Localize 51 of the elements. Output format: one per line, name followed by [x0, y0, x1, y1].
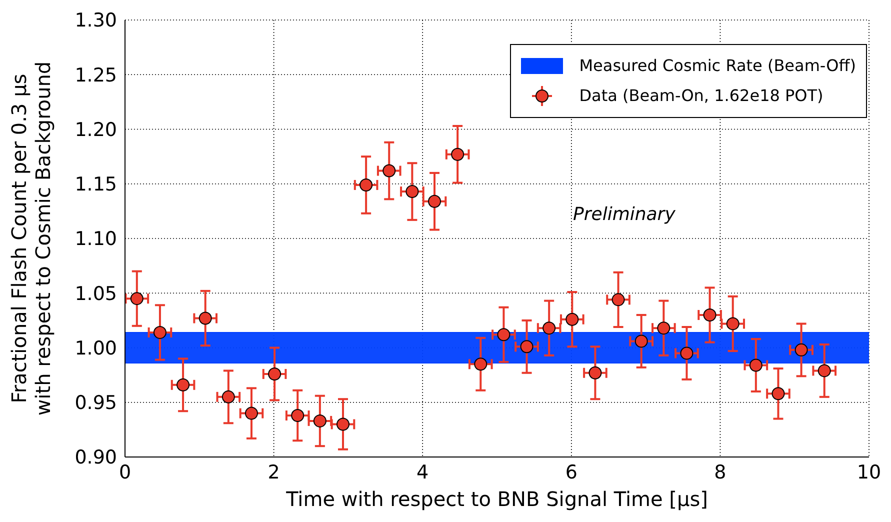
legend-label: Measured Cosmic Rate (Beam-Off): [579, 55, 856, 77]
point: [749, 358, 762, 372]
y-tick-label: 1.00: [74, 337, 117, 360]
point: [268, 367, 282, 380]
legend-label: Data (Beam-On, 1.62e18 POT): [579, 85, 824, 107]
point: [497, 328, 510, 342]
point: [726, 317, 740, 330]
point: [588, 366, 602, 380]
point: [474, 358, 488, 371]
x-tick-label: 8: [714, 461, 726, 484]
point: [198, 312, 212, 325]
point: [612, 293, 625, 306]
y-tick-label: 1.25: [74, 64, 117, 86]
point: [336, 418, 350, 431]
point: [772, 387, 785, 400]
point: [130, 292, 144, 306]
point: [360, 178, 373, 192]
point: [406, 185, 419, 198]
y-tick-label: 1.10: [74, 228, 117, 250]
y-tick-label: 0.90: [74, 446, 117, 469]
point: [222, 390, 235, 404]
point: [520, 340, 534, 354]
y-axis-title: Fractional Flash Count per 0.3 μs with respect to Cosmic Background: [7, 61, 55, 416]
x-tick-label: 2: [268, 461, 280, 484]
x-tick-label: 10: [856, 461, 882, 484]
x-axis-title: Time with respect to BNB Signal Time [μs]: [285, 487, 708, 511]
point: [313, 414, 326, 428]
y-tick-label: 1.05: [74, 282, 117, 305]
x-tick-label: 0: [118, 461, 132, 484]
point: [291, 408, 304, 422]
point: [657, 322, 670, 335]
point: [566, 312, 579, 326]
y-tick-label: 1.30: [74, 10, 117, 32]
point: [680, 346, 694, 360]
y-tick-label: 0.95: [74, 392, 117, 414]
x-tick-label: 4: [416, 461, 429, 484]
point: [794, 343, 808, 356]
point: [382, 164, 396, 178]
point: [703, 308, 716, 322]
point: [153, 326, 166, 339]
x-tick-label: 6: [565, 461, 578, 484]
y-tick-label: 1.20: [74, 118, 117, 141]
point: [244, 406, 258, 420]
point: [428, 194, 442, 208]
point: [634, 334, 648, 348]
point: [818, 364, 831, 378]
point: [176, 378, 190, 392]
point: [451, 148, 464, 161]
annotation: Preliminary: [573, 204, 676, 225]
y-tick-label: 1.15: [74, 174, 117, 196]
point: [542, 322, 556, 335]
